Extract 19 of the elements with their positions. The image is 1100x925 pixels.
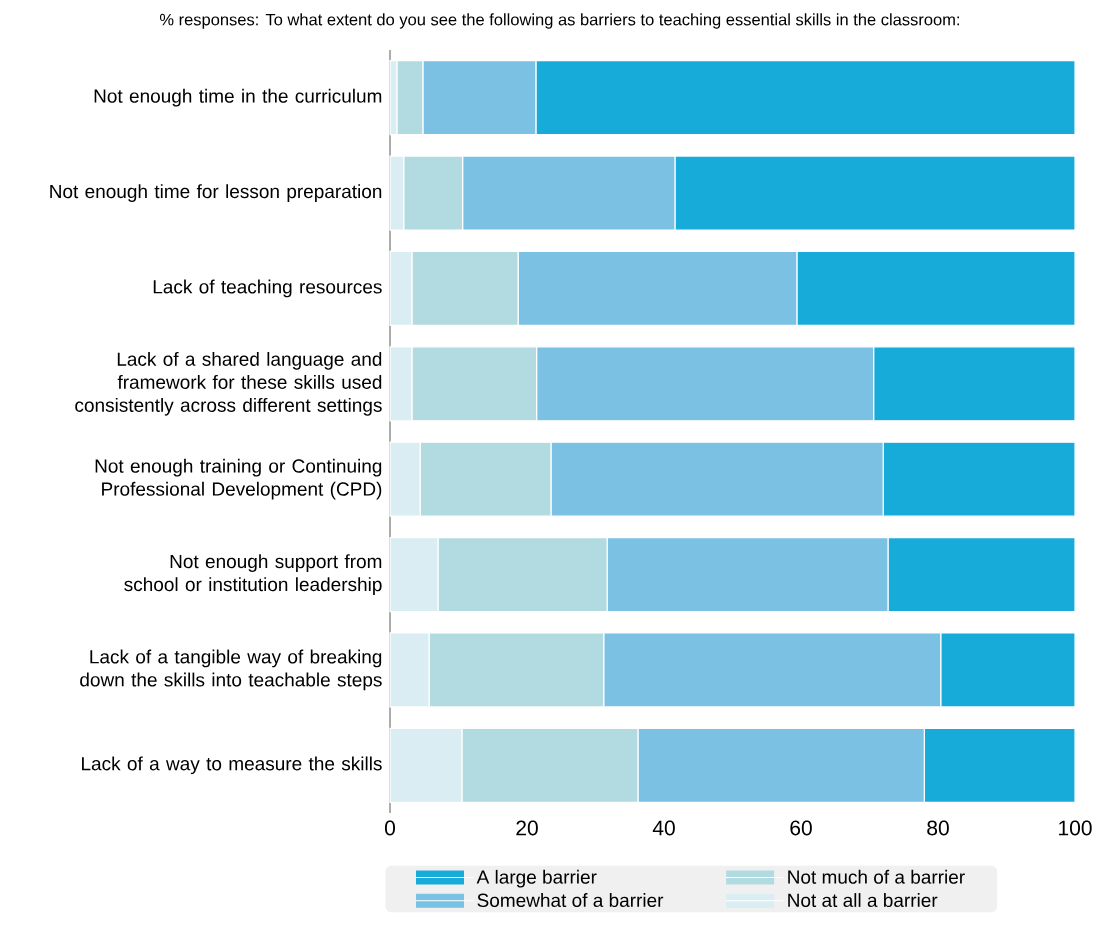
legend-label: Not much of a barrier	[788, 869, 965, 884]
y-tick-label: Lack of a way to measure the skills	[82, 756, 382, 775]
y-tick-label: Not enough training or Continuing Professional Development (CPD)	[95, 458, 382, 500]
x-tick-label: 0	[384, 820, 396, 836]
y-tick-label: Lack of a tangible way of breaking down the skills into teachable steps	[80, 649, 382, 691]
x-tick-label: 100	[1059, 820, 1092, 836]
legend-label: A large barrier	[476, 869, 597, 888]
x-tick-label: 20	[516, 820, 538, 836]
legend-label: Somewhat of a barrier	[477, 893, 664, 908]
x-tick-label: 40	[652, 820, 675, 836]
x-tick-label: 60	[790, 820, 812, 836]
y-tick-label: Lack of a shared language and framework for these skills used consistently across different settings	[75, 351, 382, 416]
legend-label: Not at all a barrier	[788, 893, 938, 908]
y-tick-label: Not enough support from school or institution leadership	[124, 554, 382, 595]
y-tick-label: Not enough time for lesson preparation	[50, 184, 382, 202]
y-tick-label: Not enough time in the curriculum	[94, 88, 382, 107]
y-tick-label: Lack of teaching resources	[153, 279, 382, 298]
chart-title: % responses: To what extent do you see the following as barriers to teaching essential skills in the classroom:	[159, 13, 959, 29]
x-tick-label: 80	[927, 820, 949, 836]
